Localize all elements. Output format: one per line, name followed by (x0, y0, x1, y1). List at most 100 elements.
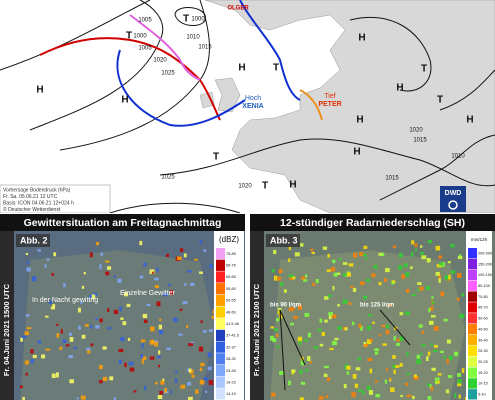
radar-pixel (393, 369, 396, 375)
radar-pixel (51, 373, 56, 379)
legend-label: 37-41.5 (226, 334, 239, 338)
radar-pixel (307, 332, 312, 338)
radar-pixel (273, 249, 277, 255)
radar-pixel (305, 274, 308, 278)
radar-pixel (25, 252, 29, 256)
radar-pixel (318, 396, 324, 400)
radar-pixel (199, 367, 203, 372)
radar-pixel (179, 248, 184, 252)
radar-pixel (208, 380, 214, 385)
radar-pixel (438, 262, 444, 266)
radar-pixel (399, 336, 404, 341)
legend-label: 10-15 (478, 382, 488, 386)
radar-pixel (156, 267, 159, 272)
radar-pixel (385, 324, 390, 329)
radar-pixel (426, 356, 429, 362)
isobar-label: 1015 (413, 138, 427, 144)
radar-pixel (100, 252, 104, 256)
radar-pixel (44, 264, 47, 268)
legend-label: 80-100 (478, 284, 490, 288)
radar-pixel (457, 372, 462, 377)
pressure-center: T (126, 31, 132, 42)
radar-pixel (154, 285, 159, 289)
radar-pixel (143, 262, 147, 267)
radar-pixel (334, 337, 339, 341)
radar-pixel (398, 265, 403, 270)
radar-pixel (179, 308, 183, 311)
radar-pixel (381, 252, 385, 257)
radar-pixel (291, 369, 296, 373)
radar-pixel (160, 380, 165, 385)
radar-pixel (273, 328, 278, 332)
legend-swatch (216, 248, 225, 260)
system-kind: Hoch (245, 95, 261, 102)
panel-title: 12-stündiger Radarniederschlag (SH) (280, 217, 465, 229)
legend-title: mm/12h (471, 237, 488, 242)
radar-pixel (159, 329, 164, 335)
figure-box (266, 234, 300, 247)
radar-pixel (343, 383, 347, 389)
radar-pixel (357, 357, 362, 361)
legend-label: 32-37 (226, 345, 236, 349)
radar-pixel (123, 292, 129, 297)
radar-pixel (299, 243, 304, 247)
radar-pixel (332, 259, 336, 264)
radar-pixel (426, 286, 430, 290)
radar-pixel (399, 312, 404, 316)
radar-pixel (146, 303, 151, 307)
radar-pixel (416, 359, 422, 364)
radar-pixel (454, 393, 457, 398)
radar-pixel (109, 376, 114, 381)
radar-pixel (414, 248, 417, 252)
radar-pixel (354, 383, 359, 388)
radar-pixel (304, 312, 310, 317)
radar-pixel (399, 363, 403, 367)
radar-pixel (447, 375, 453, 379)
radar-pixel (297, 304, 303, 310)
radar-pixel (102, 376, 108, 382)
radar-pixel (174, 378, 178, 384)
radar-pixel (413, 375, 419, 380)
isobars (0, 0, 495, 214)
isobar-label: 1020 (409, 128, 423, 134)
radar-pixel (427, 396, 432, 400)
legend-swatch (216, 306, 225, 318)
radar-pixel (433, 325, 439, 331)
system-name: OLGER (227, 6, 249, 12)
radar-pixel (430, 386, 434, 391)
radar-pixel (346, 371, 350, 375)
radar-pixel (56, 323, 59, 326)
radar-pixel (364, 257, 368, 260)
legend-swatch (216, 271, 225, 283)
radar-pixel (199, 240, 202, 244)
radar-pixel (151, 339, 155, 345)
radar-pixel (420, 344, 426, 347)
legend-swatch (216, 329, 225, 342)
legend-swatch (216, 259, 225, 271)
radar-pixel (383, 278, 387, 282)
radar-pixel (292, 276, 296, 280)
radar-pixel (113, 309, 119, 315)
radar-pixel (133, 390, 137, 393)
radar-pixel (412, 395, 415, 400)
system-name: PETER (318, 101, 341, 108)
radar-pixel (352, 373, 357, 379)
radar-pixel (368, 390, 373, 395)
legend-swatch (468, 324, 477, 335)
radar-pixel (32, 354, 37, 359)
radar-pixel (312, 282, 316, 286)
pressure-center: H (396, 83, 403, 94)
radar-pixel (186, 381, 192, 386)
radar-pixel (276, 344, 279, 349)
legend-label: 14-19 (226, 392, 236, 396)
radar-pixel (20, 337, 24, 342)
radar-pixel (275, 334, 279, 337)
radar-pixel (60, 329, 63, 334)
isobar-label: 1000 (191, 17, 205, 23)
radar-pixel (140, 354, 144, 359)
radar-pixel (154, 341, 158, 347)
legend-label: 23-28 (226, 369, 236, 373)
radar-pixel (124, 362, 127, 368)
radar-pixel (104, 260, 110, 263)
radar-pixel (87, 350, 91, 354)
